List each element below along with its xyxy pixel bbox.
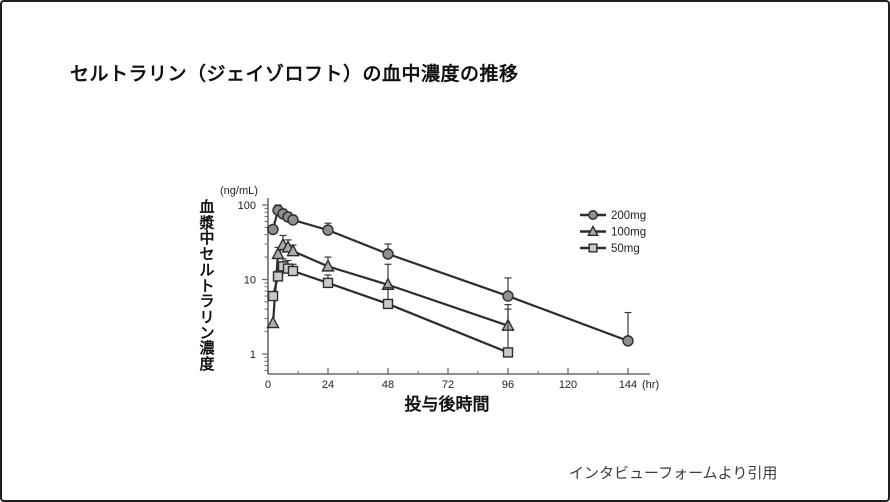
svg-text:100: 100: [238, 200, 256, 212]
svg-text:72: 72: [442, 379, 454, 391]
concentration-chart-svg: 0 24 48 72 96 120 144 (hr) 100 10 1 (ng/mL) 投与後時間 200…: [220, 185, 659, 414]
svg-text:120: 120: [559, 379, 577, 391]
citation-text: インタビューフォームより引用: [569, 465, 778, 482]
svg-text:100mg: 100mg: [611, 227, 646, 239]
svg-text:24: 24: [322, 379, 334, 391]
svg-text:(hr): (hr): [642, 379, 659, 391]
svg-text:50mg: 50mg: [611, 243, 640, 255]
svg-text:144: 144: [619, 379, 637, 391]
svg-text:投与後時間: 投与後時間: [405, 394, 490, 414]
svg-text:1: 1: [250, 349, 256, 361]
svg-text:200mg: 200mg: [611, 210, 646, 222]
svg-text:0: 0: [265, 379, 271, 391]
page-title: セルトラリン（ジェイゾロフト）の血中濃度の推移: [70, 64, 519, 85]
y-axis-label: 血漿中セルトラリン濃度: [199, 199, 215, 374]
svg-text:(ng/mL): (ng/mL): [220, 185, 258, 197]
svg-text:10: 10: [244, 275, 256, 287]
svg-text:48: 48: [382, 379, 394, 391]
svg-text:96: 96: [502, 379, 514, 391]
